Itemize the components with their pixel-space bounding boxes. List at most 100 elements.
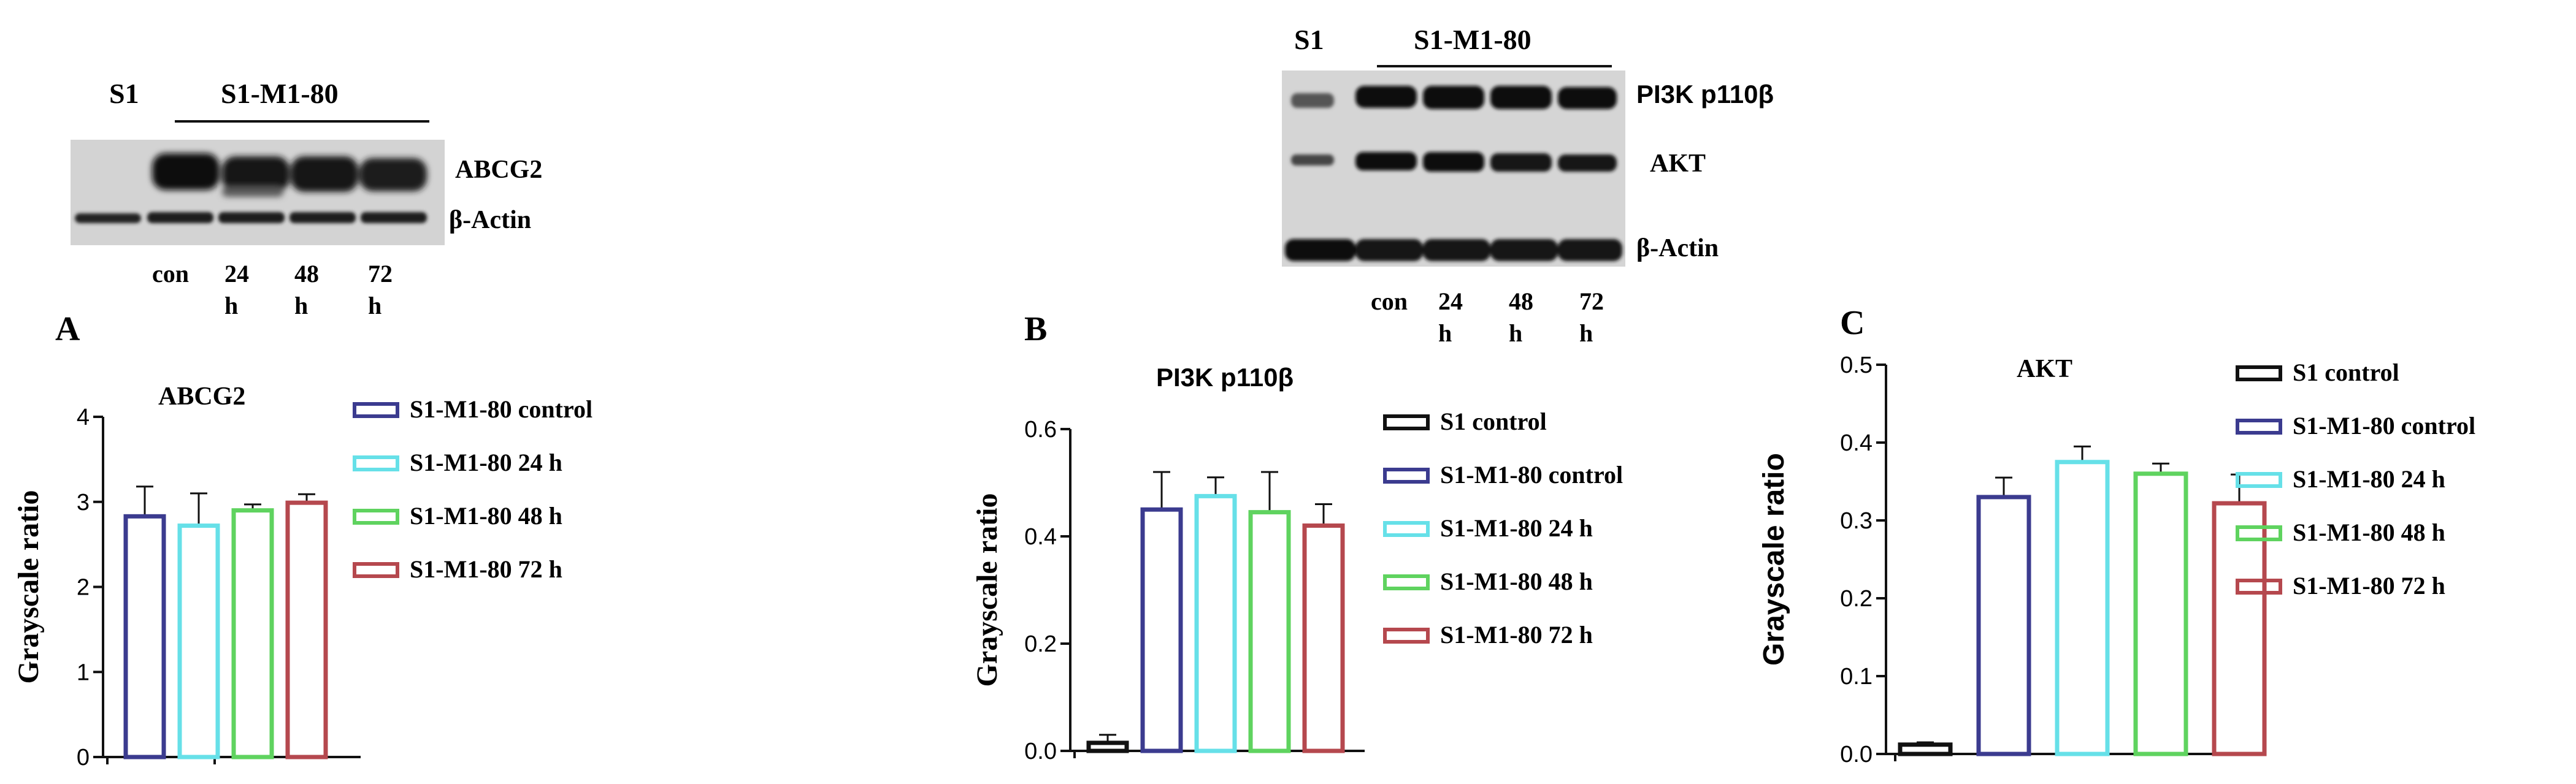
y-tick-label: 0.4 [1024,524,1057,550]
legend-swatch [1383,468,1430,484]
lane-label: 72 [1579,287,1604,315]
western-blot-pi3k-akt: S1 S1-M1-80 PI3K p110β AKT β-Actin [1282,24,1774,347]
blot2-protein-pi3k: PI3K p110β [1636,80,1774,108]
y-tick-label: 0.4 [1840,430,1873,456]
blot1-protein-actin: β-Actin [449,206,531,234]
bar [2055,460,2110,756]
bar [231,508,274,759]
bar [2133,471,2188,756]
lane-label: con [152,260,189,287]
lane-label: h [1579,319,1593,347]
lane-label: h [224,292,238,319]
y-tick-label: 3 [77,490,90,516]
bar [1302,523,1345,753]
legend-swatch [1383,574,1430,590]
blot2-bands-pi3k [1291,86,1617,109]
legend-label: S1-M1-80 72 h [410,555,562,583]
panel-letter-c: C [1840,304,1865,342]
legend-label: S1-M1-80 control [2293,412,2475,440]
y-axis-label: Grayscale ratio [971,493,1003,687]
blot1-bands-actin [75,212,427,223]
blot1-lane-labels: con 24 h 48 h 72 h [152,260,393,319]
y-tick-label: 4 [77,405,90,430]
legend-label: S1 control [1440,408,1547,435]
bar [285,500,328,759]
legend-swatch [1383,414,1430,430]
blot2-bands-actin [1285,239,1622,261]
lane-label: 24 [224,260,249,287]
legend-label: S1-M1-80 72 h [2293,572,2445,599]
blot1-group-s1m180: S1-M1-80 [221,78,339,109]
bar [1898,742,1953,756]
lane-label: h [1509,319,1522,347]
bar [1248,510,1291,753]
lane-label: con [1371,287,1408,315]
blot2-protein-akt: AKT [1650,150,1706,178]
blot1-group-s1: S1 [109,78,139,109]
lane-label: h [1438,319,1452,347]
y-tick-label: 0.1 [1840,664,1873,690]
y-tick-label: 0.0 [1840,742,1873,767]
legend-label: S1-M1-80 48 h [410,502,562,530]
blot2-group-s1m180: S1-M1-80 [1414,24,1531,55]
legend-swatch [1383,628,1430,644]
panel-letter-a: A [55,310,80,348]
blot2-bands-akt [1291,152,1617,172]
chart-abcg2: ABCG2 0 1 2 3 4 Grayscale ratio S1-M1-80 contro… [12,382,592,771]
lane-label: h [368,292,381,319]
y-tick-label: 0.0 [1024,739,1057,764]
legend-swatch [2236,472,2282,488]
panel-letter-b: B [1024,310,1047,348]
legend-label: S1-M1-80 72 h [1440,621,1593,649]
legend-label: S1-M1-80 control [410,395,592,423]
y-tick-label: 0 [77,745,90,771]
y-tick-label: 1 [77,660,90,685]
bar [1976,495,2031,756]
y-axis-label: Grayscale ratio [12,490,45,684]
legend-label: S1-M1-80 48 h [1440,568,1593,595]
legend-label: S1-M1-80 48 h [2293,519,2445,546]
blot2-protein-actin: β-Actin [1636,234,1719,262]
chart-title: ABCG2 [158,382,245,411]
lane-label: 48 [294,260,319,287]
legend-label: S1-M1-80 24 h [2293,465,2445,493]
legend-swatch [353,455,399,471]
legend-label: S1-M1-80 control [1440,461,1623,489]
y-axis-label: Grayscale ratio [1758,453,1790,666]
y-tick-label: 0.3 [1840,508,1873,534]
blot2-group-s1: S1 [1294,24,1324,55]
legend-swatch [353,562,399,578]
western-blot-abcg2: S1 S1-M1-80 ABCG2 β-Actin con 24 h 48 h 72 h [71,78,542,319]
chart-title: PI3K p110β [1156,363,1294,392]
chart-akt: AKT 0.0 0.1 0.2 0.3 0.4 0.5 Grayscale ratio S1 c… [1758,352,2475,767]
lane-label: h [294,292,308,319]
blot1-bands-abcg2 [152,153,427,197]
lane-label: 72 [368,260,393,287]
y-tick-label: 0.5 [1840,352,1873,378]
chart-title: AKT [2017,355,2072,383]
lane-label: 24 [1438,287,1463,315]
lane-label: 48 [1509,287,1533,315]
legend-swatch [353,402,399,418]
bar [177,523,220,759]
y-tick-label: 0.2 [1024,631,1057,657]
bar [1086,740,1129,753]
chart-pi3k: PI3K p110β 0.0 0.2 0.4 0.6 Grayscale ratio S1 … [971,363,1623,764]
legend-label: S1 control [2293,359,2399,386]
bar [2212,501,2267,756]
bar [1194,493,1237,753]
legend-swatch [2236,579,2282,595]
y-tick-label: 0.6 [1024,417,1057,443]
legend-label: S1-M1-80 24 h [410,449,562,476]
blot1-protein-abcg2: ABCG2 [455,156,542,184]
bar [123,514,166,759]
legend-swatch [2236,419,2282,435]
y-tick-label: 0.2 [1840,586,1873,612]
bar [1140,507,1183,753]
legend-swatch [353,509,399,525]
blot2-lane-labels: con 24 h 48 h 72 h [1371,287,1604,347]
legend-swatch [2236,525,2282,541]
legend-swatch [2236,365,2282,381]
y-tick-label: 2 [77,575,90,601]
